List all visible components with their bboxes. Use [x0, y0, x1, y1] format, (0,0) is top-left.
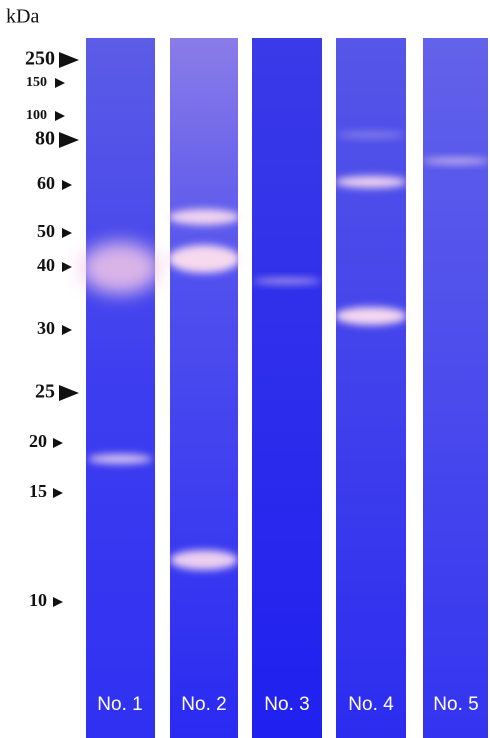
- marker-label: 40: [37, 255, 55, 275]
- lane-4: No. 4: [335, 38, 407, 738]
- lane-3: No. 3: [252, 38, 322, 738]
- marker-label: 80: [35, 128, 55, 150]
- marker-label: 30: [37, 318, 55, 338]
- lane-label: No. 4: [348, 694, 394, 715]
- lane-label: No. 5: [433, 694, 478, 715]
- lane-1: No. 1: [80, 38, 160, 738]
- marker-label: 250: [25, 48, 55, 70]
- marker-label: 10: [29, 590, 47, 610]
- lane-label: No. 2: [181, 694, 226, 715]
- marker-label: 50: [37, 221, 55, 241]
- marker-label: 150: [26, 75, 47, 90]
- lane-label: No. 1: [97, 694, 142, 715]
- lane-2: No. 2: [168, 38, 240, 738]
- marker-label: 20: [29, 431, 47, 451]
- marker-label: 60: [37, 173, 55, 193]
- marker-scale: 250 150 100 80 60 50 40 30 25 20 15 10: [25, 48, 79, 611]
- marker-label: 25: [35, 381, 55, 403]
- lane-5: No. 5: [422, 38, 490, 738]
- marker-label: 15: [29, 481, 47, 501]
- lane-label: No. 3: [264, 694, 309, 715]
- gel-figure: kDa 250 150 100 80 60 50 40 30 25 20 15 …: [0, 0, 490, 738]
- unit-label: kDa: [6, 6, 39, 28]
- marker-label: 100: [26, 108, 47, 123]
